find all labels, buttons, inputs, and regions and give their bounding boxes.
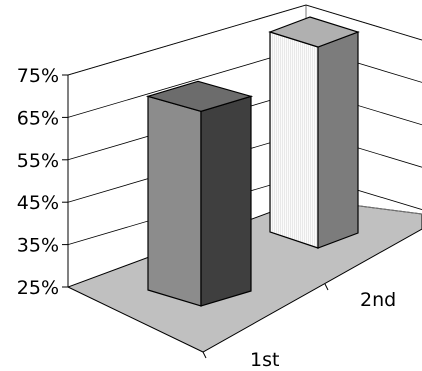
bar-1st-top [145, 80, 254, 112]
category-label-2nd: 2nd [360, 289, 396, 311]
bar-2nd [268, 16, 360, 249]
y-tick-label: 45% [17, 192, 59, 214]
gridline [67, 4, 422, 76]
x-axis-ticks [202, 283, 329, 359]
y-tick-label: 55% [17, 150, 59, 172]
y-tick-label: 75% [17, 65, 59, 87]
bar-1st-front [147, 95, 202, 307]
y-tick-label: 35% [17, 235, 59, 257]
y-tick-label: 25% [17, 277, 59, 299]
bar-1st [145, 80, 254, 307]
bar-2nd-top [268, 16, 360, 48]
bars [145, 16, 360, 307]
bar-1st-side [200, 95, 252, 307]
y-axis-ticks: 25% 35% 45% 55% 65% 75% [17, 65, 68, 299]
category-label-1st: 1st [250, 349, 279, 371]
y-tick-label: 65% [17, 107, 59, 129]
bar-2nd-side [317, 31, 359, 249]
bar-2nd-front [269, 31, 319, 249]
